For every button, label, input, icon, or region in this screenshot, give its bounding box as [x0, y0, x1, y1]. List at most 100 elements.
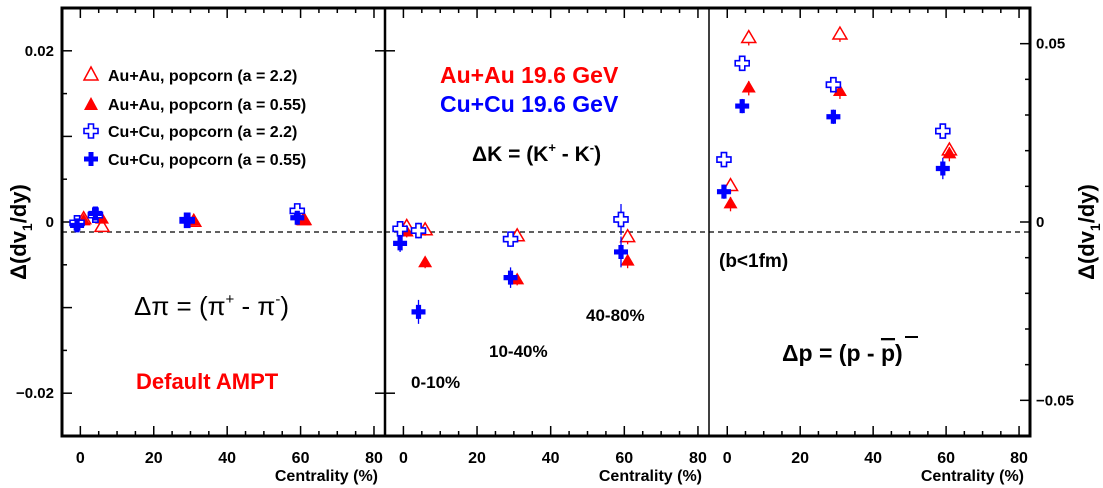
- x-tick-label: 20: [145, 450, 163, 467]
- filled-cross-marker: [411, 304, 426, 319]
- data-point: [942, 146, 957, 162]
- x-tick-label: 80: [689, 450, 707, 467]
- axis-ticks: [62, 7, 1030, 437]
- filled-cross-marker: [614, 244, 629, 259]
- data-point: [393, 234, 408, 252]
- x-tick-label: 20: [468, 450, 486, 467]
- data-point: [503, 267, 518, 288]
- y-axis-label-left: Δ(dv1/dy): [6, 184, 35, 280]
- filled-triangle-marker: [620, 253, 635, 266]
- kaon-formula: ΔK = (K+ - K-): [472, 140, 601, 166]
- data-point: [826, 109, 841, 124]
- system-label-cucu: Cu+Cu 19.6 GeV: [440, 91, 619, 117]
- open-cross-marker: [502, 231, 519, 247]
- filled-cross-marker: [88, 206, 103, 221]
- legend-label: Cu+Cu, popcorn (a = 0.55): [108, 152, 306, 169]
- y-tick-label: 0: [1036, 214, 1044, 231]
- centrality-label-10-40: 10-40%: [489, 342, 548, 361]
- open-cross-marker: [392, 221, 408, 237]
- y-tick-label: 0: [46, 214, 54, 231]
- filled-triangle-marker: [418, 255, 433, 268]
- open-triangle-marker: [831, 25, 849, 40]
- data-point: [935, 157, 950, 180]
- data-point: [716, 151, 732, 168]
- x-tick-label: 60: [937, 450, 955, 467]
- data-point: [741, 80, 756, 96]
- y-tick-label: −0.02: [16, 385, 54, 402]
- open-cross-marker: [935, 123, 951, 139]
- impact-parameter-label: (b<1fm): [719, 251, 788, 272]
- proton-formula: Δp = (p - p): [782, 340, 903, 366]
- open-cross-marker: [613, 211, 629, 228]
- legend-label: Au+Au, popcorn (a = 2.2): [108, 68, 297, 85]
- pion-formula: Δπ = (π+ - π-): [134, 291, 289, 321]
- data-point: [88, 206, 103, 221]
- data-point: [935, 123, 951, 139]
- x-axis-label-pion: Centrality (%): [275, 468, 378, 485]
- filled-cross-marker: [716, 184, 731, 199]
- x-tick-label: 40: [218, 450, 236, 467]
- data-point: [619, 228, 636, 245]
- open-triangle-marker: [740, 29, 758, 44]
- x-tick-label: 40: [864, 450, 882, 467]
- open-cross-marker: [83, 123, 99, 139]
- filled-cross-marker: [393, 236, 408, 251]
- open-cross-marker: [716, 151, 732, 168]
- y-axis-label-right: Δ(dv1/dy): [1074, 184, 1103, 280]
- filled-cross-marker: [290, 210, 305, 225]
- legend: Au+Au, popcorn (a = 2.2) Au+Au, popcorn …: [82, 65, 306, 169]
- filled-cross-marker: [180, 213, 195, 228]
- data-point: [831, 25, 849, 42]
- x-axis-label-kaon: Centrality (%): [599, 468, 702, 485]
- y-tick-label: 0.02: [25, 43, 54, 60]
- centrality-label-0-10: 0-10%: [411, 373, 460, 392]
- x-axis-label-proton: Centrality (%): [921, 468, 1024, 485]
- legend-item: Cu+Cu, popcorn (a = 2.2): [83, 123, 297, 141]
- filled-triangle-marker: [723, 196, 738, 209]
- legend-label: Cu+Cu, popcorn (a = 2.2): [108, 124, 297, 141]
- data-point: [620, 253, 635, 269]
- y-tick-label: −0.05: [1036, 392, 1074, 409]
- open-triangle-marker: [619, 228, 636, 243]
- data-point: [502, 231, 519, 247]
- data-point: [825, 76, 842, 93]
- filled-triangle-marker: [942, 146, 957, 159]
- x-tick-label: 60: [292, 450, 310, 467]
- legend-label: Au+Au, popcorn (a = 0.55): [108, 97, 306, 114]
- data-point: [392, 221, 408, 237]
- x-tick-label: 80: [1010, 450, 1028, 467]
- data-point: [734, 55, 750, 72]
- data-point: [740, 29, 758, 46]
- data-point: [613, 204, 629, 235]
- filled-cross-marker: [70, 218, 85, 233]
- open-cross-marker: [825, 76, 842, 93]
- filled-triangle-marker: [741, 80, 756, 93]
- x-tick-label: 60: [615, 450, 633, 467]
- filled-cross-marker: [826, 109, 841, 124]
- data-point: [70, 218, 85, 233]
- filled-triangle-marker: [832, 84, 847, 97]
- x-tick-label: 0: [399, 450, 408, 467]
- x-tick-label: 0: [723, 450, 732, 467]
- open-triangle-marker: [82, 65, 100, 81]
- open-triangle-marker: [93, 217, 111, 233]
- data-point: [411, 299, 426, 324]
- data-points: [69, 25, 958, 324]
- axis-tick-labels: 0 20 40 60 80 0.02 0 −0.02 0 20 40 60 80 0 20 40 60 80 0.0…: [16, 36, 1074, 467]
- filled-triangle-marker: [84, 97, 98, 110]
- data-point: [93, 217, 111, 233]
- data-point: [735, 98, 750, 114]
- data-point: [180, 213, 195, 228]
- centrality-label-40-80: 40-80%: [586, 306, 645, 325]
- legend-item: Au+Au, popcorn (a = 2.2): [82, 65, 297, 85]
- data-point: [614, 236, 629, 268]
- legend-item: Au+Au, popcorn (a = 0.55): [84, 97, 306, 114]
- legend-item: Cu+Cu, popcorn (a = 0.55): [84, 152, 306, 169]
- filled-cross-marker: [503, 270, 518, 285]
- filled-cross-marker: [935, 161, 950, 176]
- open-cross-marker: [734, 55, 750, 72]
- y-tick-label: 0.05: [1036, 36, 1065, 53]
- x-tick-label: 20: [791, 450, 809, 467]
- open-cross-marker: [410, 222, 427, 239]
- filled-cross-marker: [735, 99, 750, 114]
